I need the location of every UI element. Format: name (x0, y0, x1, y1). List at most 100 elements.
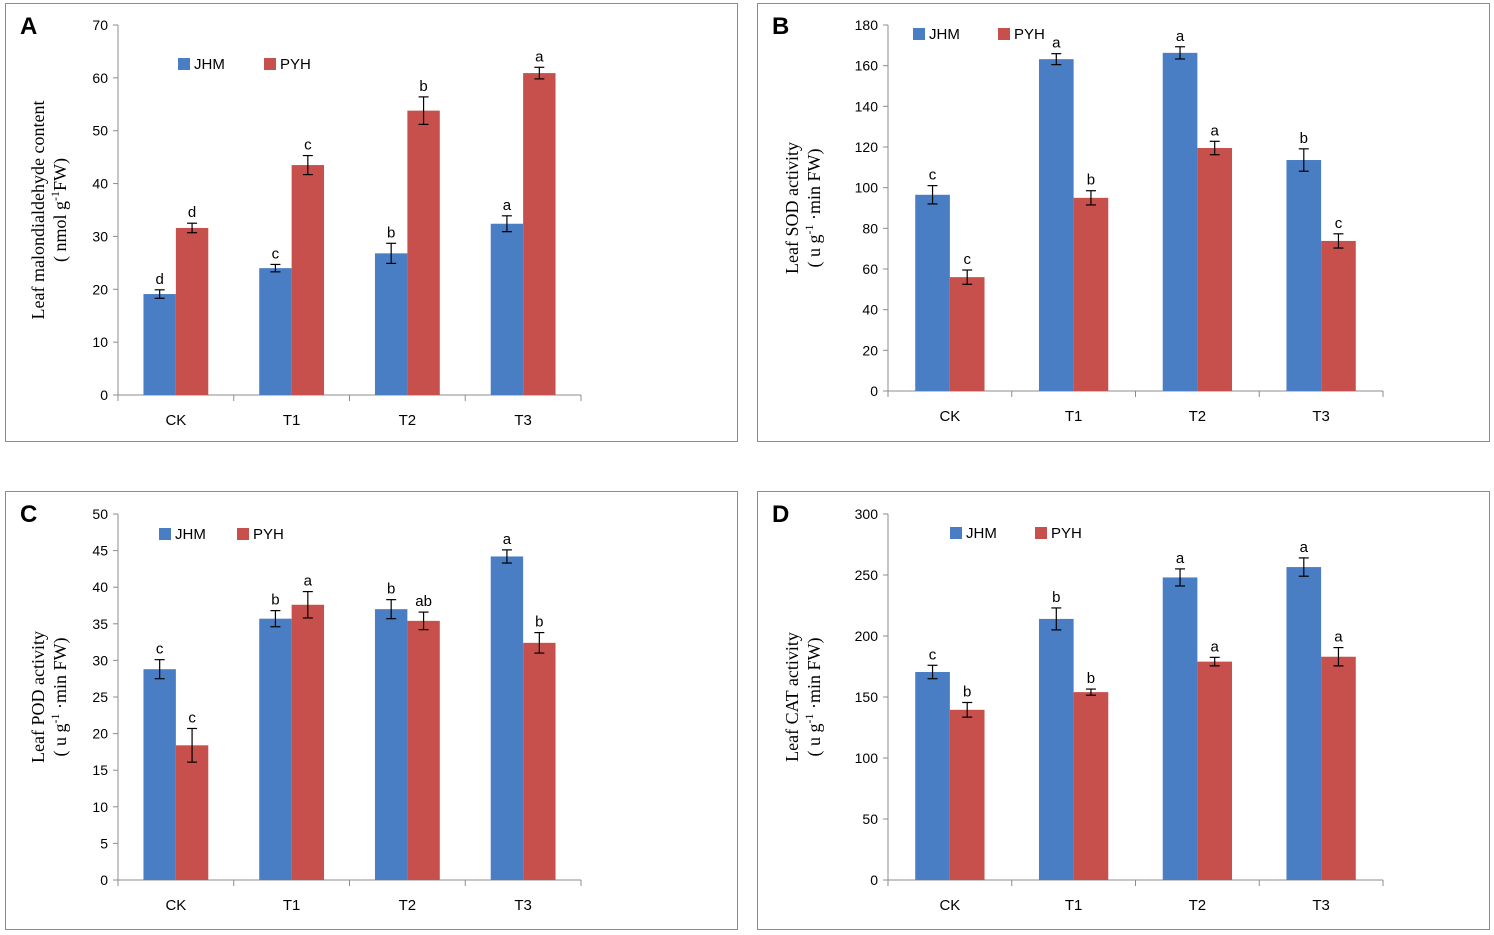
bar-jhm (915, 194, 950, 391)
significance-letter: a (1211, 638, 1220, 655)
significance-letter: c (188, 709, 196, 726)
y-axis-label-line1: Leaf POD activity (28, 631, 48, 763)
legend-label-jhm: JHM (175, 526, 206, 543)
y-axis-label-line2: ( u g-1 ·min FW) (802, 638, 825, 757)
bar-jhm (1286, 160, 1322, 391)
significance-letter: c (304, 137, 312, 154)
x-category-label: CK (939, 408, 960, 425)
y-tick-label: 15 (92, 762, 108, 778)
y-tick-label: 0 (100, 872, 108, 888)
bar-jhm (915, 671, 950, 880)
legend-swatch-jhm (950, 527, 962, 539)
significance-letter: ab (415, 593, 432, 610)
bar-jhm (143, 294, 176, 395)
significance-letter: c (272, 245, 280, 262)
panel-label: C (20, 501, 37, 528)
x-category-label: T1 (283, 897, 301, 914)
y-tick-label: 180 (855, 17, 879, 33)
x-category-label: T1 (283, 412, 301, 429)
y-tick-label: 50 (92, 123, 108, 139)
y-tick-label: 150 (855, 689, 879, 705)
y-tick-label: 50 (862, 811, 878, 827)
significance-letter: a (1211, 122, 1220, 139)
y-axis-label-unit-rest: ·min FW) (50, 638, 71, 714)
y-tick-label: 250 (855, 567, 879, 583)
panel-c: C 0 5 10 15 20 25 30 35 40 45 50 CK c c T1 b a T2 b ab T3 a b JH… (5, 491, 738, 930)
y-tick-label: 35 (92, 616, 108, 632)
x-category-label: T2 (1189, 897, 1207, 914)
y-tick-label: 10 (92, 334, 108, 350)
bar-pyh (291, 604, 325, 880)
y-tick-label: 40 (92, 176, 108, 192)
bar-pyh (407, 110, 440, 395)
panel-a: A 0 10 20 30 40 50 60 70 CK d d T1 c c T2 b b T3 a a JHM PYH Le… (5, 3, 738, 442)
y-tick-label: 70 (92, 17, 108, 33)
y-axis-label-line2: ( u g-1 ·min FW) (48, 638, 71, 757)
y-tick-label: 300 (855, 506, 879, 522)
y-tick-label: 20 (862, 342, 878, 358)
significance-letter: b (963, 683, 971, 700)
x-category-label: CK (165, 412, 186, 429)
significance-letter: c (1335, 215, 1343, 232)
panel-d: D 0 50 100 150 200 250 300 CK c b T1 b b T2 a a T3 a a JHM PY… (757, 491, 1490, 930)
y-tick-label: 120 (855, 139, 879, 155)
bar-pyh (1321, 240, 1356, 391)
legend-swatch-pyh (237, 528, 249, 540)
y-tick-label: 60 (862, 261, 878, 277)
sod-activity-chart: B 0 20 40 60 80 100 120 140 160 180 CK c c T1 a b T2 a a T3 b… (772, 13, 1384, 425)
legend-label-jhm: JHM (966, 525, 997, 542)
y-tick-label: 140 (855, 98, 879, 114)
x-category-label: T3 (514, 897, 532, 914)
y-tick-label: 50 (92, 506, 108, 522)
y-tick-label: 160 (855, 58, 879, 74)
y-axis-label: Leaf CAT activity( u g-1 ·min FW) (782, 632, 825, 762)
y-tick-label: 200 (855, 628, 879, 644)
significance-letter: b (1087, 670, 1095, 687)
panel-label: A (20, 13, 37, 40)
significance-letter: b (535, 614, 543, 631)
x-category-label: CK (165, 897, 186, 914)
pod-activity-chart: C05101520253035404550CKccT1baT2babT3abJH… (20, 501, 582, 914)
significance-letter: c (156, 641, 164, 658)
bar-pyh (1197, 661, 1233, 880)
y-tick-label: 0 (870, 872, 878, 888)
bar-jhm (259, 268, 292, 395)
significance-letter: a (1334, 629, 1343, 646)
x-category-label: T3 (1312, 408, 1330, 425)
y-axis-label-line1: Leaf malondialdehyde content (28, 101, 48, 320)
bar-jhm (1286, 567, 1322, 880)
y-tick-label: 20 (92, 281, 108, 297)
y-axis-label-unit: ( u g (804, 235, 825, 268)
bar-pyh (291, 165, 325, 395)
y-tick-label: 30 (92, 652, 108, 668)
x-category-label: T3 (1312, 897, 1330, 914)
legend-swatch-pyh (998, 28, 1010, 40)
panel-label: B (772, 13, 789, 40)
bar-jhm (1038, 59, 1074, 391)
legend-label-pyh: PYH (1014, 26, 1045, 43)
y-axis-label-line1: Leaf CAT activity (782, 632, 802, 762)
y-axis-label-superscript: -1 (802, 714, 816, 724)
legend-swatch-pyh (264, 58, 276, 70)
bar-jhm (1162, 52, 1198, 392)
y-tick-label: 60 (92, 70, 108, 86)
significance-letter: a (535, 48, 544, 65)
bar-jhm (490, 223, 524, 395)
y-axis-label-line1: Leaf SOD activity (782, 142, 802, 274)
bar-jhm (143, 669, 176, 880)
significance-letter: a (503, 197, 512, 214)
legend-swatch-pyh (1035, 527, 1047, 539)
y-tick-label: 25 (92, 689, 108, 705)
bar-pyh (523, 642, 556, 880)
y-axis-label-unit: ( u g (804, 724, 825, 757)
legend-label-pyh: PYH (280, 56, 311, 73)
significance-letter: d (188, 204, 196, 221)
y-tick-label: 40 (862, 302, 878, 318)
x-category-label: CK (939, 897, 960, 914)
significance-letter: b (1300, 130, 1308, 147)
legend-swatch-jhm (159, 528, 171, 540)
significance-letter: b (1087, 172, 1095, 189)
bar-jhm (490, 556, 524, 880)
significance-letter: b (271, 592, 279, 609)
bar-jhm (374, 253, 408, 395)
